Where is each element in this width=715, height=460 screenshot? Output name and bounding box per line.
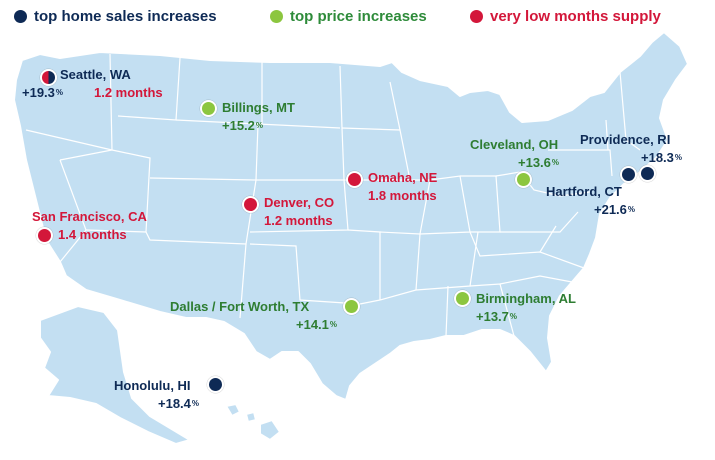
honolulu-stat: +18.4% bbox=[158, 396, 200, 411]
legend-label-supply: very low months supply bbox=[490, 8, 661, 25]
honolulu-name: Honolulu, HI bbox=[114, 378, 191, 393]
birmingham-name: Birmingham, AL bbox=[476, 291, 576, 306]
honolulu-marker-icon bbox=[207, 376, 224, 393]
seattle-marker-icon bbox=[40, 69, 57, 86]
legend-label-sales: top home sales increases bbox=[34, 8, 217, 25]
cleveland-name: Cleveland, OH bbox=[470, 137, 559, 152]
hartford-name: Hartford, CT bbox=[546, 184, 622, 199]
alaska-landmass bbox=[39, 305, 191, 445]
billings-name: Billings, MT bbox=[222, 100, 295, 115]
legend-item-price: top price increases bbox=[270, 8, 427, 25]
navy-dot-icon bbox=[14, 10, 27, 23]
san-francisco-stat: 1.4 months bbox=[58, 227, 127, 242]
dallas-marker-icon bbox=[343, 298, 360, 315]
seattle-name: Seattle, WA bbox=[60, 67, 131, 82]
legend-item-supply: very low months supply bbox=[470, 8, 661, 25]
birmingham-marker-icon bbox=[454, 290, 471, 307]
denver-marker-icon bbox=[242, 196, 259, 213]
san-francisco-name: San Francisco, CA bbox=[32, 209, 147, 224]
seattle-sales-stat: +19.3% bbox=[22, 85, 64, 100]
seattle-supply-stat: 1.2 months bbox=[94, 85, 163, 100]
providence-stat: +18.3% bbox=[641, 150, 683, 165]
cleveland-stat: +13.6% bbox=[518, 155, 560, 170]
omaha-marker-icon bbox=[346, 171, 363, 188]
omaha-name: Omaha, NE bbox=[368, 170, 438, 185]
hartford-stat: +21.6% bbox=[594, 202, 636, 217]
denver-name: Denver, CO bbox=[264, 195, 335, 210]
dallas-stat: +14.1% bbox=[296, 317, 338, 332]
hartford-marker-icon bbox=[620, 166, 637, 183]
legend-label-price: top price increases bbox=[290, 8, 427, 25]
legend: top home sales increases top price incre… bbox=[0, 0, 715, 30]
providence-marker-icon bbox=[639, 165, 656, 182]
green-dot-icon bbox=[270, 10, 283, 23]
dallas-name: Dallas / Fort Worth, TX bbox=[170, 299, 310, 314]
red-dot-icon bbox=[470, 10, 483, 23]
san-francisco-marker-icon bbox=[36, 227, 53, 244]
billings-marker-icon bbox=[200, 100, 217, 117]
legend-item-sales: top home sales increases bbox=[14, 8, 217, 25]
denver-stat: 1.2 months bbox=[264, 213, 333, 228]
contiguous-us-landmass bbox=[13, 31, 689, 401]
providence-name: Providence, RI bbox=[580, 132, 671, 147]
hawaii-islands bbox=[225, 403, 241, 417]
omaha-stat: 1.8 months bbox=[368, 188, 437, 203]
cleveland-marker-icon bbox=[515, 171, 532, 188]
birmingham-stat: +13.7% bbox=[476, 309, 518, 324]
billings-stat: +15.2% bbox=[222, 118, 264, 133]
